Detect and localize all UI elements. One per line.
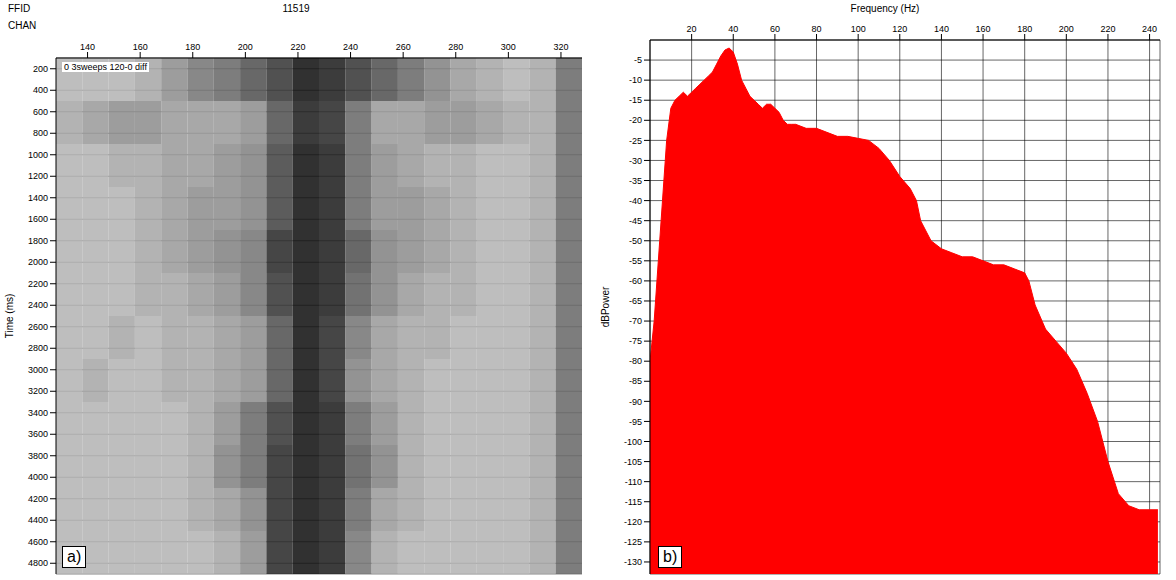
svg-text:-45: -45: [629, 216, 642, 226]
svg-text:-85: -85: [629, 376, 642, 386]
svg-text:-40: -40: [629, 196, 642, 206]
svg-text:4000: 4000: [28, 472, 48, 482]
svg-text:1200: 1200: [28, 171, 48, 181]
svg-text:3000: 3000: [28, 365, 48, 375]
svg-text:3600: 3600: [28, 429, 48, 439]
svg-text:60: 60: [770, 24, 780, 34]
svg-text:-125: -125: [624, 537, 642, 547]
svg-text:800: 800: [33, 128, 48, 138]
svg-text:-35: -35: [629, 176, 642, 186]
svg-text:400: 400: [33, 85, 48, 95]
svg-text:-5: -5: [634, 55, 642, 65]
svg-text:dBPower: dBPower: [600, 286, 611, 327]
svg-text:-100: -100: [624, 437, 642, 447]
html-text:b): b): [663, 548, 678, 565]
html-text:CHAN: CHAN: [8, 20, 37, 31]
svg-text:180: 180: [185, 42, 200, 52]
svg-text:20: 20: [687, 24, 697, 34]
svg-text:120: 120: [892, 24, 907, 34]
svg-text:-65: -65: [629, 296, 642, 306]
svg-text:2000: 2000: [28, 257, 48, 267]
svg-text:140: 140: [934, 24, 949, 34]
svg-text:220: 220: [290, 42, 305, 52]
svg-text:-120: -120: [624, 517, 642, 527]
svg-text:3800: 3800: [28, 451, 48, 461]
svg-text:-15: -15: [629, 95, 642, 105]
svg-text:-20: -20: [629, 115, 642, 125]
svg-text:3200: 3200: [28, 386, 48, 396]
svg-text:-60: -60: [629, 276, 642, 286]
svg-text:-80: -80: [629, 356, 642, 366]
svg-text:-55: -55: [629, 256, 642, 266]
svg-text:3400: 3400: [28, 408, 48, 418]
svg-text:40: 40: [728, 24, 738, 34]
svg-text:-10: -10: [629, 75, 642, 85]
svg-text:4400: 4400: [28, 515, 48, 525]
svg-text:4800: 4800: [28, 558, 48, 568]
svg-text:600: 600: [33, 107, 48, 117]
svg-text:1800: 1800: [28, 236, 48, 246]
svg-text:1000: 1000: [28, 150, 48, 160]
html-text:Frequency (Hz): Frequency (Hz): [850, 3, 920, 14]
svg-text:260: 260: [396, 42, 411, 52]
svg-text:2200: 2200: [28, 279, 48, 289]
svg-text:-95: -95: [629, 417, 642, 427]
svg-text:4600: 4600: [28, 537, 48, 547]
svg-text:200: 200: [33, 64, 48, 74]
svg-text:2600: 2600: [28, 322, 48, 332]
html-text:a): a): [67, 548, 82, 565]
svg-text:200: 200: [1059, 24, 1074, 34]
svg-text:320: 320: [553, 42, 568, 52]
svg-text:300: 300: [501, 42, 516, 52]
svg-text:-75: -75: [629, 336, 642, 346]
svg-text:Time (ms): Time (ms): [4, 294, 15, 339]
svg-text:280: 280: [448, 42, 463, 52]
svg-text:-25: -25: [629, 136, 642, 146]
svg-text:100: 100: [851, 24, 866, 34]
html-text:11519: 11519: [282, 3, 310, 14]
svg-text:2800: 2800: [28, 343, 48, 353]
svg-text:-115: -115: [625, 497, 642, 507]
html-text:FFID: FFID: [8, 3, 31, 14]
svg-text:1400: 1400: [28, 193, 48, 203]
svg-text:80: 80: [812, 24, 822, 34]
svg-text:140: 140: [80, 42, 95, 52]
svg-text:4200: 4200: [28, 494, 48, 504]
svg-text:2400: 2400: [28, 300, 48, 310]
svg-text:240: 240: [343, 42, 358, 52]
svg-text:-105: -105: [624, 457, 642, 467]
svg-text:-70: -70: [629, 316, 642, 326]
svg-text:-130: -130: [624, 557, 642, 567]
svg-text:-90: -90: [629, 397, 642, 407]
svg-text:-50: -50: [629, 236, 642, 246]
svg-text:1600: 1600: [28, 214, 48, 224]
svg-text:160: 160: [976, 24, 991, 34]
svg-text:220: 220: [1100, 24, 1115, 34]
svg-text:180: 180: [1017, 24, 1032, 34]
svg-text:240: 240: [1142, 24, 1157, 34]
svg-text:160: 160: [133, 42, 148, 52]
svg-text:-30: -30: [629, 156, 642, 166]
svg-text:200: 200: [238, 42, 253, 52]
html-text:0 3sweeps 120-0 diff: 0 3sweeps 120-0 diff: [64, 62, 147, 72]
svg-text:-110: -110: [625, 477, 642, 487]
